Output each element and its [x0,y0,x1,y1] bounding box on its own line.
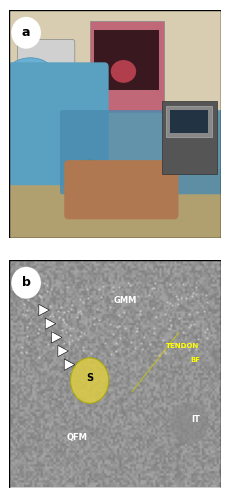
Text: GMM: GMM [113,296,137,306]
Ellipse shape [106,166,131,182]
Bar [169,110,207,133]
Text: b: b [22,276,30,289]
FancyBboxPatch shape [18,40,74,85]
Ellipse shape [169,404,207,444]
Text: a: a [22,26,30,40]
Text: TENDON: TENDON [165,344,199,349]
Text: BF: BF [190,357,199,363]
Ellipse shape [7,58,53,90]
Polygon shape [64,359,74,370]
Bar [89,22,163,112]
Bar [161,101,216,174]
Circle shape [11,267,41,298]
FancyBboxPatch shape [64,160,178,220]
FancyBboxPatch shape [5,62,108,185]
Bar [9,169,220,237]
Ellipse shape [110,60,136,83]
Bar [93,30,159,90]
Circle shape [11,17,41,48]
Polygon shape [39,304,49,316]
FancyBboxPatch shape [60,110,222,194]
Polygon shape [51,332,62,343]
Bar [9,10,220,113]
Polygon shape [58,346,68,356]
Text: IT: IT [190,415,199,424]
Polygon shape [45,318,55,330]
Text: S: S [86,374,93,384]
Ellipse shape [70,358,108,404]
Ellipse shape [74,160,104,178]
Bar [165,106,211,138]
Text: QFM: QFM [66,433,87,442]
